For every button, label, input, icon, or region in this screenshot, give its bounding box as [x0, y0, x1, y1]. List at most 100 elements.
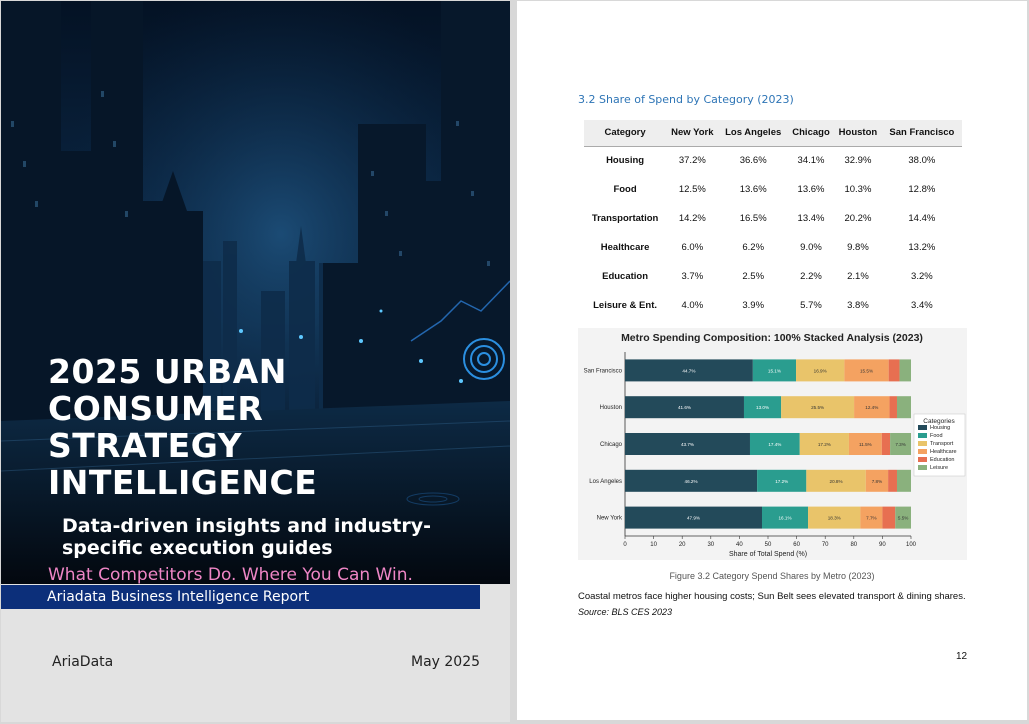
bar-segment — [796, 359, 845, 382]
source-note: Source: BLS CES 2023 — [578, 607, 673, 617]
bar-segment — [848, 433, 882, 455]
table-cell: 10.3% — [844, 184, 872, 195]
bar-segment — [896, 469, 911, 492]
stacked-bar-chart: Metro Spending Composition: 100% Stacked… — [578, 328, 967, 560]
bar-segment — [625, 506, 762, 529]
table-header: Chicago — [787, 120, 835, 147]
data-label: 25.5% — [811, 405, 824, 410]
table-cell: 9.8% — [847, 242, 869, 253]
data-label: 17.2% — [818, 442, 831, 447]
bar-segment — [882, 506, 896, 529]
table-cell: 2.5% — [742, 271, 765, 282]
table-row: Food 12.5% 13.6% 13.6% 10.3% 12.8% — [584, 175, 962, 204]
data-label: 13.0% — [756, 405, 769, 410]
legend-title: Categories — [923, 418, 955, 425]
table-cell: 3.8% — [847, 300, 869, 311]
bar-segment — [808, 506, 861, 529]
page-number: 12 — [956, 651, 968, 662]
x-tick-label: 90 — [879, 542, 886, 548]
table-cell: 14.4% — [908, 213, 936, 224]
table-cell: 38.0% — [908, 155, 936, 167]
table-header: Los Angeles — [718, 120, 788, 147]
spend-share-table: Category New York Los Angeles Chicago Ho… — [584, 120, 962, 320]
data-label: 15.5% — [860, 368, 873, 373]
data-label: 7.8% — [872, 479, 882, 484]
bar-segment — [625, 396, 744, 419]
bar-segment — [895, 506, 911, 529]
cover-subtitle-line: Data-driven insights and industry- — [62, 515, 432, 537]
data-label: 7.7% — [866, 516, 876, 521]
cover-band-text: Ariadata Business Intelligence Report — [47, 589, 310, 605]
table-cell-category: Leisure & Ent. — [593, 300, 657, 311]
bar-segment — [806, 469, 866, 492]
table-header: Houston — [834, 120, 882, 147]
x-tick-label: 0 — [623, 542, 627, 548]
data-label: 18.3% — [828, 516, 841, 521]
bar-segment — [888, 469, 897, 492]
legend-entry: Housing — [930, 425, 950, 431]
bar-segment — [781, 396, 855, 419]
legend-swatch — [918, 433, 927, 438]
table-cell: 9.0% — [800, 242, 822, 253]
legend-swatch — [918, 449, 927, 454]
cover-city-image — [1, 1, 510, 584]
x-tick-label: 100 — [906, 542, 917, 548]
bar-segment — [625, 469, 758, 492]
table-cell-category: Housing — [606, 155, 645, 167]
data-label: 15.1% — [768, 368, 781, 373]
table-cell-category: Education — [602, 271, 649, 282]
table-cell: 3.9% — [742, 300, 765, 311]
x-tick-label: 20 — [679, 542, 686, 548]
bar-segment — [881, 433, 891, 455]
data-label: 46.2% — [685, 479, 698, 484]
bar-segment — [854, 396, 890, 419]
table-cell: 6.2% — [742, 242, 765, 253]
table-cell: 34.1% — [797, 155, 825, 167]
bar-segment — [889, 396, 897, 419]
cover-title-line: 2025 URBAN — [48, 352, 287, 391]
table-cell: 13.2% — [908, 242, 936, 253]
data-label: 7.3% — [895, 442, 905, 447]
bar-segment — [860, 506, 883, 529]
report-page: 3.2 Share of Spend by Category (2023) Ca… — [517, 1, 1027, 720]
table-header: San Francisco — [881, 120, 962, 147]
bar-segment — [844, 359, 889, 382]
legend-entry: Transport — [930, 441, 954, 447]
legend-swatch — [918, 465, 927, 470]
bar-segment — [761, 506, 809, 529]
cover-title-line: STRATEGY — [48, 426, 242, 465]
chart-canvas: Metro Spending Composition: 100% Stacked… — [584, 332, 966, 558]
target-ring-icon — [463, 338, 505, 380]
bar-segment — [625, 359, 753, 382]
legend-entry: Leisure — [930, 465, 948, 471]
bar-segment — [752, 359, 797, 382]
table-row: Education 3.7% 2.5% 2.2% 2.1% 3.2% — [584, 262, 962, 291]
data-label: 20.8% — [830, 479, 843, 484]
table-cell: 16.5% — [739, 213, 767, 224]
table-cell: 14.2% — [678, 213, 706, 224]
chart-title: Metro Spending Composition: 100% Stacked… — [621, 332, 923, 344]
y-tick-label: San Francisco — [584, 368, 623, 374]
table-cell-category: Food — [613, 184, 637, 195]
section-title: 3.2 Share of Spend by Category (2023) — [578, 93, 794, 106]
bar-segment — [799, 433, 849, 455]
data-label: 16.9% — [814, 368, 827, 373]
data-label: 17.2% — [775, 479, 788, 484]
table-header-row: Category New York Los Angeles Chicago Ho… — [584, 120, 962, 147]
bar-segment — [888, 359, 900, 382]
table-row: Housing 37.2% 36.6% 34.1% 32.9% 38.0% — [584, 146, 962, 175]
x-tick-label: 40 — [736, 542, 743, 548]
legend-swatch — [918, 441, 927, 446]
x-tick-label: 50 — [765, 542, 772, 548]
y-tick-label: New York — [597, 516, 623, 522]
bar-segment — [899, 359, 911, 382]
y-tick-label: Los Angeles — [589, 479, 622, 485]
x-axis-label: Share of Total Spend (%) — [729, 551, 807, 558]
bar-segment — [743, 396, 782, 419]
figure-caption: Figure 3.2 Category Spend Shares by Metr… — [669, 571, 875, 581]
cover-subtitle: Data-driven insights and industry- speci… — [62, 515, 482, 559]
table-header: Category — [584, 120, 667, 147]
table-row: Healthcare 6.0% 6.2% 9.0% 9.8% 13.2% — [584, 233, 962, 262]
table-cell: 13.6% — [739, 184, 767, 195]
cover-title-line: INTELLIGENCE — [48, 463, 318, 502]
